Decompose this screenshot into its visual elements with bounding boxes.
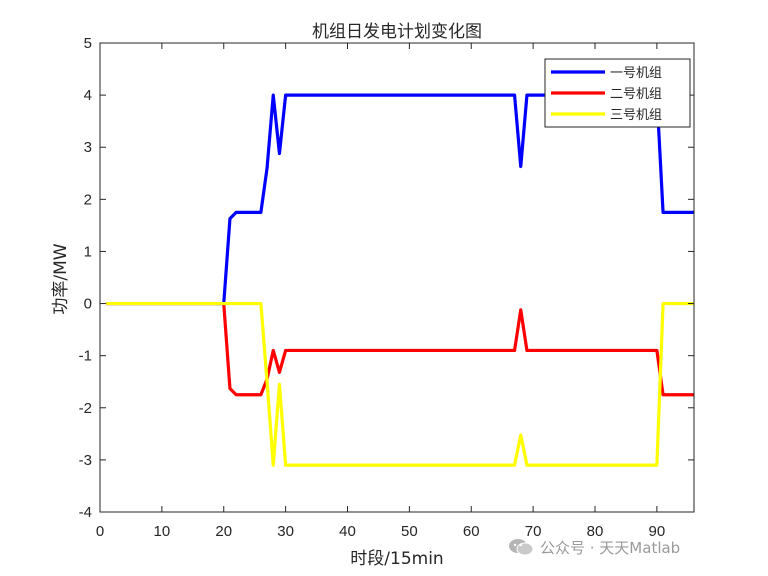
chart-title: 机组日发电计划变化图 xyxy=(312,22,482,42)
x-tick-label: 40 xyxy=(339,523,356,540)
x-tick-label: 80 xyxy=(587,523,604,540)
y-tick-label: 1 xyxy=(84,243,92,260)
series-line-3 xyxy=(106,301,694,467)
y-tick-label: -2 xyxy=(79,400,92,417)
y-tick-label: 4 xyxy=(84,87,92,104)
x-tick-label: 20 xyxy=(215,523,232,540)
y-tick-label: 5 xyxy=(84,35,92,52)
watermark-text: 公众号 · 天天Matlab xyxy=(540,538,681,557)
x-tick-label: 60 xyxy=(463,523,480,540)
x-tick-label: 0 xyxy=(96,523,104,540)
x-tick-label: 50 xyxy=(401,523,418,540)
axes-box xyxy=(99,42,695,513)
wechat-icon xyxy=(509,539,534,556)
x-axis-label: 时段/15min xyxy=(350,549,443,569)
x-tick-label: 90 xyxy=(649,523,666,540)
y-tick-label: 0 xyxy=(84,296,92,313)
axes xyxy=(99,42,695,513)
y-tick-label: 3 xyxy=(84,139,92,156)
y-tick-label: -4 xyxy=(79,504,92,521)
legend-label-3: 三号机组 xyxy=(610,108,662,123)
watermark: 公众号 · 天天Matlab xyxy=(508,534,680,560)
y-tick-label: -1 xyxy=(79,348,92,365)
y-axis-label: 功率/MW xyxy=(51,243,71,314)
y-tick-label: 2 xyxy=(84,191,92,208)
y-tick-label: -3 xyxy=(79,452,92,469)
x-tick-label: 30 xyxy=(277,523,294,540)
tick-labels: 0 10 20 30 40 50 60 70 80 90 -4 -3 -2 -1 0 1 2 3 4 5 xyxy=(79,35,666,540)
x-tick-label: 70 xyxy=(525,523,542,540)
series-line-2 xyxy=(106,301,694,397)
legend-label-2: 二号机组 xyxy=(610,87,662,102)
x-tick-label: 10 xyxy=(154,523,171,540)
legend-label-1: 一号机组 xyxy=(610,66,662,81)
